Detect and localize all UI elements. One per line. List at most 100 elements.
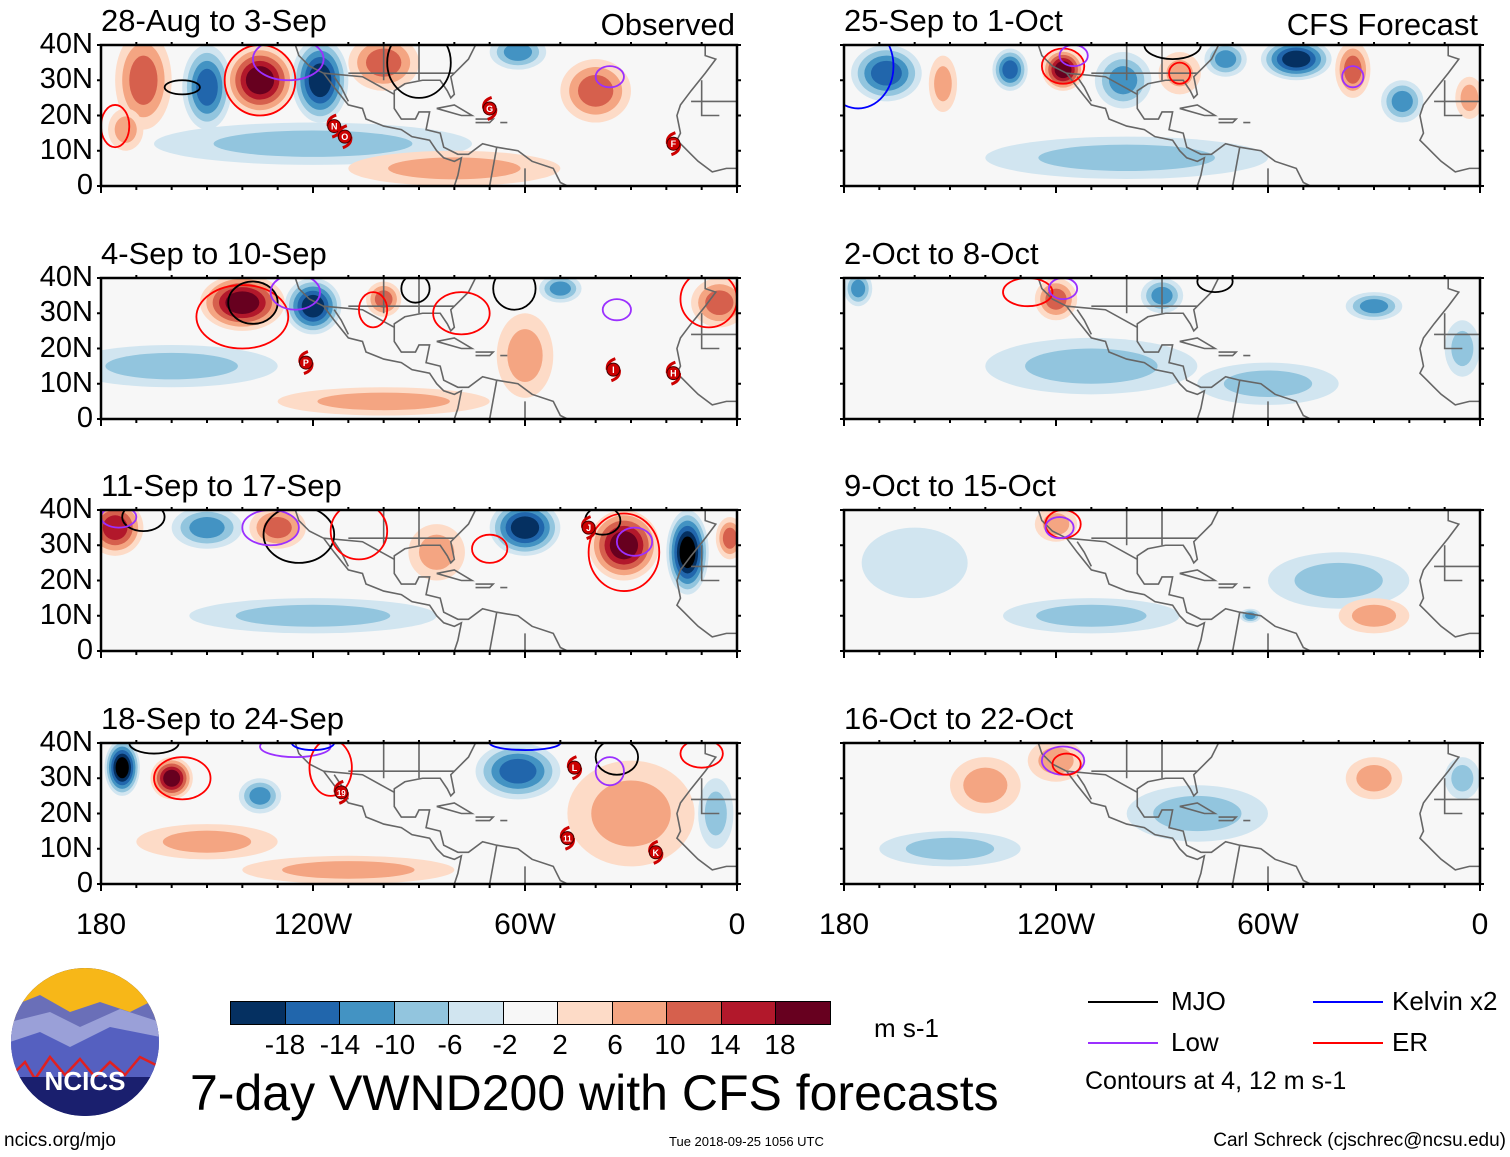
map-svg: [840, 42, 1484, 193]
coastline: [1037, 45, 1206, 186]
low-contour: [594, 65, 625, 89]
coastline: [475, 351, 496, 357]
anomaly-layer: [879, 743, 1480, 884]
contour-note: Contours at 4, 12 m s-1: [1085, 1067, 1347, 1095]
wind-anomaly-shading: [263, 517, 292, 539]
coastline: [1037, 743, 1206, 884]
kelvin-contour: [844, 45, 895, 110]
coastline: [1136, 278, 1311, 419]
coastline: [333, 76, 350, 102]
tropical-cyclone-icon: G: [482, 96, 498, 121]
panel-title: 4-Sep to 10-Sep: [101, 236, 327, 271]
low-contour: [594, 756, 625, 787]
wind-anomaly-shading: [679, 536, 696, 569]
kelvin-contour: [290, 743, 336, 751]
coastline: [1076, 774, 1093, 800]
coastline: [700, 778, 720, 815]
wind-anomaly-shading: [934, 66, 952, 102]
coastline: [1179, 802, 1218, 815]
tropical-cyclone-icon: L: [566, 755, 583, 781]
y-tick-label: 40N: [39, 726, 93, 758]
er-contour: [471, 533, 509, 564]
tropical-cyclone-icon: O: [337, 124, 353, 150]
wind-anomaly-shading: [1282, 50, 1311, 68]
colorbar-tick-label: -2: [492, 1029, 518, 1060]
coastline: [1443, 80, 1463, 117]
wind-anomaly-shading: [870, 60, 902, 86]
x-tick-label: 120W: [1016, 908, 1096, 941]
er-contour: [308, 743, 353, 797]
mjo-contour: [121, 510, 166, 533]
storm-label: 19: [337, 789, 346, 798]
colorbar-tick-label: -14: [319, 1029, 361, 1060]
tropical-cyclone-icon: F: [665, 131, 681, 157]
colorbar-units: m s-1: [874, 1013, 939, 1043]
low-contour: [615, 526, 654, 557]
wind-anomaly-shading: [1153, 795, 1242, 832]
legend-mjo-label: MJO: [1171, 986, 1226, 1016]
wind-anomaly-shading: [1038, 144, 1215, 172]
mjo-contour: [386, 45, 452, 99]
anomaly-layer: [861, 510, 1480, 651]
map-svg: P I H: [97, 275, 741, 426]
coastline: [1218, 583, 1239, 589]
map-panel: [840, 275, 1484, 426]
colorbar-swatch: [394, 1002, 449, 1024]
cyclone-body: [567, 760, 582, 775]
anomaly-layer: [844, 278, 1480, 419]
panel-title: 2-Oct to 8-Oct: [844, 236, 1039, 271]
map-panel: J: [97, 507, 741, 658]
wind-anomaly-shading: [189, 517, 225, 539]
coastline: [700, 545, 720, 582]
map-panel: P I H: [97, 275, 741, 426]
y-tick-label: 30N: [39, 528, 93, 561]
y-tick-label: 20N: [39, 98, 93, 131]
colorbar-tick-label: 18: [764, 1029, 796, 1060]
y-tick-label: 10N: [39, 598, 93, 631]
y-tick-label: 40N: [39, 28, 93, 60]
er-contour: [1051, 752, 1082, 776]
coastline: [1179, 337, 1218, 350]
coastline: [488, 147, 498, 186]
footer-site: ncics.org/mjo: [4, 1130, 116, 1151]
figure-title: 7-day VWND200 with CFS forecasts: [190, 1065, 999, 1121]
map-panel: 19 L 11 K: [97, 740, 741, 891]
forecast-tag: CFS Forecast: [1286, 7, 1478, 42]
legend-low-line: [1088, 1042, 1158, 1044]
wind-anomaly-shading: [105, 352, 238, 380]
coastline: [1418, 510, 1480, 638]
wind-anomaly-shading: [591, 780, 671, 847]
er-contour: [358, 291, 389, 329]
coastline: [393, 510, 568, 651]
wind-anomaly-shading: [419, 534, 455, 570]
coastline: [700, 313, 720, 350]
mjo-contour: [400, 278, 431, 304]
wind-anomaly-shading: [851, 279, 866, 298]
er-contour: [1002, 278, 1054, 308]
wind-anomaly-shading: [1223, 370, 1313, 397]
coastline: [1066, 305, 1138, 329]
er-contour: [679, 278, 737, 329]
y-tick-label: 20N: [39, 331, 93, 364]
x-axis-left: [101, 910, 737, 944]
coastline: [1076, 541, 1093, 567]
er-contour: [153, 756, 212, 801]
mjo-contour: [1196, 278, 1234, 293]
low-contour: [269, 278, 321, 311]
footer-timestamp: Tue 2018-09-25 1056 UTC: [669, 1134, 824, 1149]
colorbar: [230, 1001, 831, 1025]
coastline: [294, 278, 463, 419]
y-tick-label: 20N: [39, 563, 93, 596]
wind-anomaly-shading: [1391, 90, 1413, 112]
colorbar-swatch: [721, 1002, 776, 1024]
coastline: [1218, 816, 1239, 822]
wind-anomaly-shading: [1038, 747, 1074, 774]
coastline: [475, 583, 496, 589]
mjo-contour: [163, 79, 201, 96]
wind-anomaly-shading: [282, 861, 415, 879]
cyclone-body: [560, 831, 575, 846]
wind-anomaly-shading: [249, 787, 271, 805]
cyclone-body: [666, 366, 681, 381]
map-svg: [840, 507, 1484, 658]
